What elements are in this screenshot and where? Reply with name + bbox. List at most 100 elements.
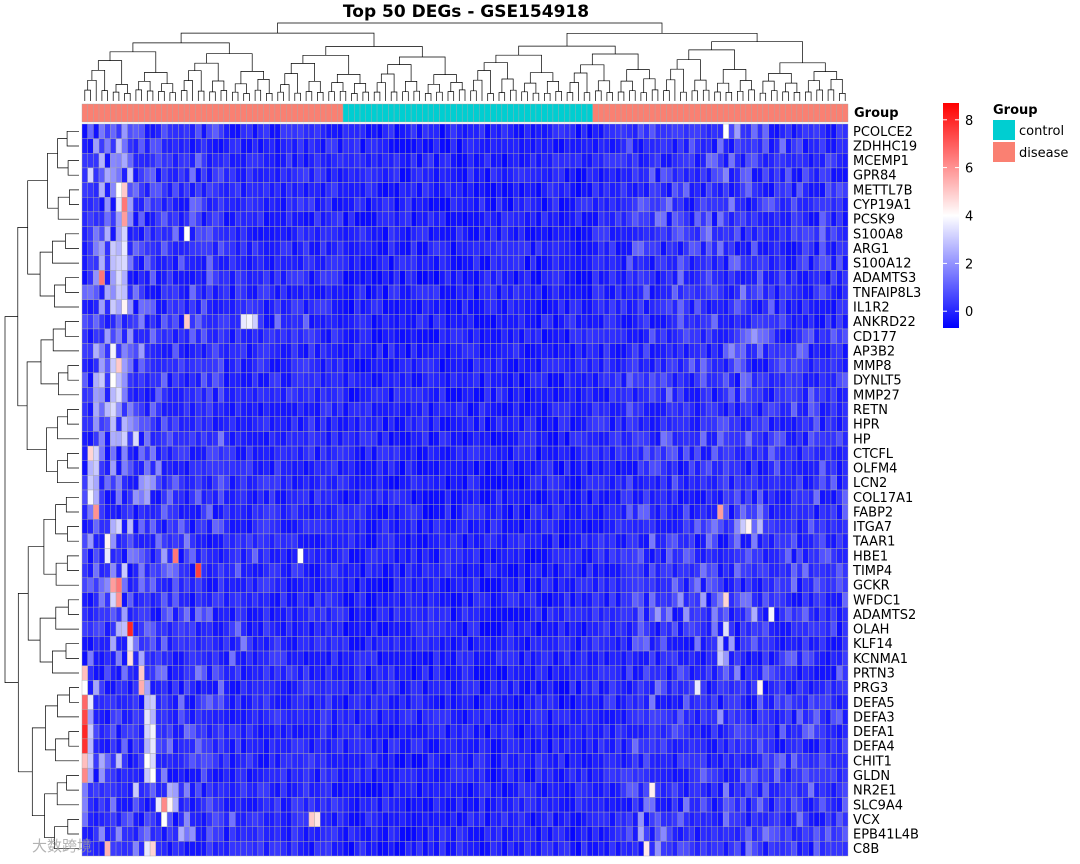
heatmap-cell <box>717 270 724 286</box>
heatmap-cell <box>569 270 576 286</box>
heatmap-cell <box>183 533 191 549</box>
heatmap-cell <box>297 401 304 418</box>
heatmap-cell <box>246 358 253 374</box>
heatmap-cell <box>337 489 344 505</box>
heatmap-cell <box>252 372 259 388</box>
heatmap-cell <box>166 401 173 418</box>
heatmap-cell <box>575 138 582 154</box>
heatmap-cell <box>161 445 168 461</box>
heatmap-cell <box>223 401 230 418</box>
heatmap-cell <box>677 445 684 461</box>
heatmap-cell <box>325 182 332 198</box>
heatmap-cell <box>467 211 474 227</box>
heatmap-cell <box>524 592 531 608</box>
heatmap-cell <box>269 358 276 374</box>
heatmap-cell <box>388 621 395 637</box>
heatmap-cell <box>314 123 321 139</box>
heatmap-cell <box>751 548 758 564</box>
heatmap-cell <box>149 606 156 622</box>
heatmap-cell <box>461 328 469 344</box>
heatmap-cell <box>371 504 378 520</box>
heatmap-cell <box>410 548 417 564</box>
heatmap-cell <box>813 182 820 198</box>
heatmap-cell <box>632 284 639 300</box>
heatmap-cell <box>149 314 156 330</box>
annotation-cell <box>478 103 486 123</box>
heatmap-cell <box>416 270 423 286</box>
heatmap-cell <box>81 226 88 242</box>
heatmap-cell <box>405 123 412 139</box>
heatmap-cell <box>830 240 837 256</box>
annotation-cell <box>518 103 525 123</box>
heatmap-cell <box>331 548 338 564</box>
heatmap-cell <box>825 475 832 491</box>
heatmap-cell <box>104 182 111 198</box>
heatmap-cell <box>530 460 537 476</box>
heatmap-cell <box>637 431 644 447</box>
heatmap-cell <box>564 372 571 388</box>
heatmap-cell <box>427 299 434 315</box>
heatmap-cell <box>620 284 627 300</box>
heatmap-cell <box>518 153 525 169</box>
heatmap-cell <box>575 431 582 447</box>
heatmap-cell <box>592 153 599 169</box>
heatmap-cell <box>467 416 474 432</box>
heatmap-cell <box>280 138 287 154</box>
heatmap-cell <box>649 592 656 608</box>
heatmap-cell <box>172 533 179 549</box>
heatmap-cell <box>252 460 259 476</box>
heatmap-cell <box>200 240 208 256</box>
heatmap-cell <box>93 460 100 476</box>
heatmap-cell <box>694 533 701 549</box>
heatmap-cell <box>388 504 395 520</box>
heatmap-cell <box>166 299 173 315</box>
heatmap-cell <box>598 138 605 154</box>
heatmap-cell <box>149 475 156 491</box>
heatmap-cell <box>796 563 803 579</box>
heatmap-cell <box>598 255 605 271</box>
heatmap-cell <box>547 270 554 286</box>
heatmap-cell <box>711 372 718 388</box>
heatmap-cell <box>206 314 213 330</box>
heatmap-cell <box>609 445 616 461</box>
heatmap-cell <box>223 314 230 330</box>
heatmap-cell <box>348 196 355 213</box>
heatmap-cell <box>388 416 395 432</box>
heatmap-cell <box>166 621 173 637</box>
annotation-cell <box>138 103 145 123</box>
heatmap-cell <box>314 431 321 447</box>
heatmap-cell <box>376 328 383 344</box>
heatmap-cell <box>172 431 179 447</box>
heatmap-cell <box>774 401 781 418</box>
heatmap-cell <box>331 196 338 213</box>
heatmap-cell <box>166 489 173 505</box>
heatmap-cell <box>433 299 440 315</box>
heatmap-cell <box>620 358 627 374</box>
heatmap-cell <box>399 460 406 476</box>
heatmap-cell <box>666 533 673 549</box>
heatmap-cell <box>490 153 497 169</box>
heatmap-cell <box>501 138 508 154</box>
heatmap-cell <box>325 270 332 286</box>
heatmap-cell <box>393 621 400 637</box>
heatmap-cell <box>405 314 412 330</box>
heatmap-cell <box>365 416 372 432</box>
heatmap-cell <box>325 328 332 344</box>
heatmap-cell <box>172 167 179 183</box>
heatmap-cell <box>467 519 474 535</box>
heatmap-cell <box>586 592 593 608</box>
heatmap-cell <box>229 548 236 564</box>
heatmap-cell <box>257 475 264 491</box>
heatmap-cell <box>410 240 417 256</box>
heatmap-cell <box>717 548 724 564</box>
heatmap-cell <box>81 167 88 183</box>
heatmap-cell <box>836 401 843 418</box>
heatmap-cell <box>688 533 696 549</box>
heatmap-cell <box>410 431 417 447</box>
heatmap-cell <box>252 284 259 300</box>
heatmap-cell <box>132 519 139 535</box>
heatmap-cell <box>490 592 497 608</box>
heatmap-cell <box>422 548 429 564</box>
heatmap-cell <box>331 533 338 549</box>
heatmap-cell <box>223 372 230 388</box>
